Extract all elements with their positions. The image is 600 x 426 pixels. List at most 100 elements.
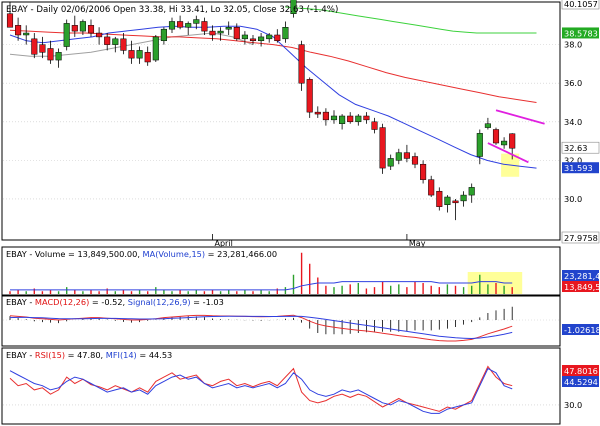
- channel-lower-line: [487, 142, 529, 164]
- volume-title: EBAY - Volume = 13,849,500.00, MA(Volume…: [6, 249, 277, 259]
- candle-body: [233, 27, 240, 40]
- rsi-value: = 47.80,: [65, 350, 106, 360]
- candle-body: [290, 0, 297, 15]
- candle-body: [298, 44, 305, 84]
- volume-ma-tag-bg: [562, 270, 599, 281]
- rsi-panel-frame: [1, 347, 561, 425]
- candle-body: [428, 179, 435, 196]
- candle-body: [217, 30, 224, 34]
- candle-body: [249, 38, 257, 42]
- candle-body: [509, 133, 516, 149]
- candle-body: [274, 34, 281, 42]
- macd-blue-tag: -1.02618: [564, 325, 600, 335]
- price-axis-labels: 30.0 32.0 34.0 36.0 38.0: [564, 40, 582, 204]
- candle-body: [87, 25, 95, 34]
- date-tick-label: April: [215, 239, 233, 248]
- price-blue-tag: 31.593: [564, 163, 593, 173]
- rsi-red-tag: 47.8016: [564, 366, 598, 376]
- mfi-value: = 44.53: [137, 350, 173, 360]
- signal-value: = -1.03: [191, 297, 224, 307]
- candle-body: [387, 158, 394, 167]
- rsi-title: EBAY - RSI(15) = 47.80, MFI(14) = 44.53: [6, 350, 172, 360]
- channel-lines: [487, 109, 545, 164]
- volume-ma-value: = 23,281,466.00: [205, 249, 277, 259]
- candle-body: [411, 156, 419, 165]
- candle-body: [39, 44, 46, 53]
- rsi-name: RSI(15): [35, 350, 65, 360]
- macd-panel-frame: [1, 295, 561, 347]
- candle-body: [452, 200, 459, 204]
- candle-body: [23, 32, 30, 36]
- price-close-tag: 32.63: [564, 143, 587, 153]
- candle-body: [209, 30, 216, 36]
- volume-label: EBAY - Volume: [6, 249, 65, 259]
- volume-ma-tag: 23,281,46: [564, 271, 600, 281]
- candle-body: [112, 38, 119, 45]
- macd-label: EBAY -: [6, 297, 35, 307]
- candle-body: [128, 50, 135, 59]
- price-panel-frame: [1, 1, 561, 241]
- macd-blue-tag-bg: [562, 324, 599, 335]
- price-bottom-tag: 27.9758: [564, 233, 598, 243]
- candle-body: [71, 25, 78, 32]
- price-tick-label: 32.0: [564, 155, 582, 165]
- volume-tags: 23,281,4613,849,50: [562, 270, 600, 292]
- candle-body: [47, 48, 54, 61]
- rsi-blue-tag-bg: [562, 376, 599, 387]
- candle-body: [484, 123, 491, 128]
- rsi-blue-tag: 44.5294: [564, 377, 598, 387]
- price-tick-label: 30.0: [564, 194, 582, 204]
- macd-value: = -0.52,: [89, 297, 127, 307]
- candle-body: [225, 27, 232, 30]
- price-top-tag-bg: [561, 0, 600, 10]
- price-green-tag-bg: [562, 27, 599, 39]
- mfi-line: [9, 367, 513, 414]
- candle-body: [460, 194, 467, 202]
- rsi-tick-label: 30.0: [564, 400, 582, 410]
- candle-body: [501, 140, 508, 146]
- candle-body: [201, 21, 208, 32]
- volume-value: = 13,849,500.00,: [65, 249, 142, 259]
- mfi-name: MFI(14): [106, 350, 137, 360]
- channel-upper-line: [495, 109, 545, 125]
- price-close-tag-bg: [561, 141, 600, 154]
- volume-current-tag: 13,849,50: [564, 282, 600, 292]
- price-tags: 40.1057 38.5783 32.63 31.593 27.9758: [561, 0, 600, 244]
- ma-green-line: [285, 6, 537, 34]
- candle-body: [306, 79, 313, 113]
- macd-name: MACD(12,26): [35, 297, 89, 307]
- volume-current-tag-bg: [562, 281, 599, 292]
- price-tick-label: 34.0: [564, 117, 582, 127]
- candle-body: [96, 32, 103, 38]
- candle-body: [241, 34, 248, 40]
- candle-body: [136, 50, 143, 59]
- date-axis: AprilMayJun: [212, 234, 426, 248]
- volume-bars: [9, 252, 513, 294]
- volume-panel: EBAY - Volume = 13,849,500.00, MA(Volume…: [1, 246, 600, 296]
- candle-body: [436, 190, 443, 207]
- macd-tags: -1.02618: [562, 324, 600, 335]
- rsi-label: EBAY -: [6, 350, 35, 360]
- macd-title: EBAY - MACD(12,26) = -0.52, Signal(12,26…: [6, 297, 224, 307]
- candle-body: [314, 111, 321, 115]
- candle-body: [282, 27, 289, 40]
- date-tick-label: May: [409, 239, 426, 248]
- candle-body: [258, 36, 265, 42]
- candle-body: [395, 152, 402, 161]
- candle-body: [6, 13, 14, 28]
- candle-body: [120, 38, 127, 51]
- volume-ma-line: [10, 281, 513, 291]
- rsi-panel: 30.0 EBAY - RSI(15) = 47.80, MFI(14) = 4…: [1, 347, 599, 425]
- candle-body: [144, 52, 151, 63]
- candle-body: [379, 127, 386, 169]
- price-top-tag: 40.1057: [564, 0, 598, 9]
- macd-panel: EBAY - MACD(12,26) = -0.52, Signal(12,26…: [1, 295, 600, 347]
- candle-body: [193, 19, 200, 24]
- volume-panel-frame: [1, 246, 561, 296]
- rsi-grid: 30.0: [3, 400, 582, 410]
- candle-body: [355, 115, 362, 123]
- macd-lines: [9, 314, 513, 342]
- candle-body: [104, 36, 111, 45]
- candle-body: [79, 21, 86, 32]
- candle-body: [185, 23, 192, 28]
